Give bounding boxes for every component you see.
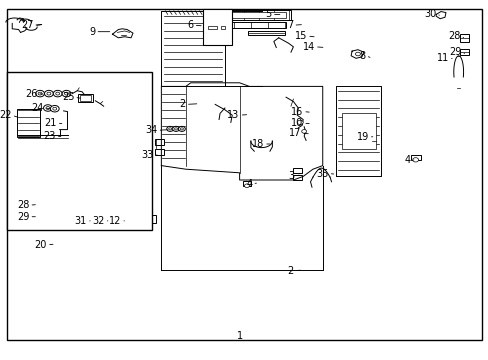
Text: 9: 9 (89, 27, 95, 37)
Circle shape (166, 126, 173, 131)
Circle shape (46, 107, 50, 109)
Bar (459, 34, 468, 42)
Text: 10: 10 (290, 118, 303, 128)
Text: 19: 19 (356, 132, 368, 142)
Bar (232, 12, 285, 18)
Text: 2: 2 (179, 99, 185, 109)
Circle shape (47, 92, 51, 95)
Bar (105, 215, 114, 222)
Bar (220, 26, 225, 29)
Text: 7: 7 (286, 20, 293, 30)
Text: 4: 4 (245, 179, 252, 189)
Circle shape (355, 52, 360, 56)
Bar (154, 139, 164, 145)
Text: 15: 15 (294, 31, 306, 41)
Text: 6: 6 (187, 20, 193, 30)
Text: 29: 29 (17, 212, 29, 222)
Text: 16: 16 (290, 107, 303, 117)
Text: 23: 23 (43, 131, 56, 141)
Bar (80, 95, 91, 101)
Bar (154, 149, 164, 155)
Bar (227, 10, 290, 20)
Text: 1: 1 (236, 330, 242, 341)
Circle shape (62, 90, 71, 97)
Circle shape (64, 92, 68, 95)
Text: 3: 3 (287, 171, 294, 181)
Text: 35: 35 (316, 168, 328, 179)
Bar (459, 49, 468, 55)
Text: 34: 34 (145, 125, 157, 135)
Text: 2: 2 (286, 266, 293, 276)
Text: 20: 20 (35, 240, 47, 250)
Bar (78, 94, 93, 102)
Text: 14: 14 (302, 42, 314, 52)
Circle shape (174, 128, 177, 130)
Bar (119, 215, 127, 223)
Bar (32, 213, 42, 220)
Text: 4: 4 (404, 155, 410, 165)
Text: 24: 24 (32, 103, 44, 113)
Text: 28: 28 (17, 200, 29, 210)
Bar (242, 181, 251, 186)
Bar (128, 215, 136, 223)
Circle shape (172, 126, 179, 131)
Text: 12: 12 (109, 216, 121, 226)
Circle shape (168, 128, 171, 130)
Bar (207, 26, 216, 29)
Circle shape (50, 105, 59, 112)
Text: 17: 17 (288, 128, 301, 138)
Circle shape (44, 90, 53, 97)
Text: 31: 31 (75, 216, 87, 226)
Bar (147, 215, 155, 223)
Circle shape (43, 105, 52, 111)
Text: 28: 28 (447, 31, 460, 41)
Text: 32: 32 (92, 216, 104, 226)
Bar (7, 72, 151, 230)
Text: 27: 27 (20, 20, 33, 30)
Text: 11: 11 (436, 53, 448, 63)
Circle shape (297, 120, 303, 125)
Text: 21: 21 (44, 118, 57, 128)
Bar (138, 215, 146, 223)
Text: 26: 26 (25, 89, 37, 99)
Text: 25: 25 (61, 92, 74, 102)
Bar (292, 175, 301, 180)
Bar (342, 113, 375, 149)
Circle shape (38, 92, 42, 95)
Circle shape (412, 158, 418, 162)
Text: 5: 5 (265, 9, 271, 19)
Circle shape (180, 128, 183, 130)
Bar (232, 22, 285, 28)
Circle shape (53, 107, 57, 110)
Bar (203, 9, 232, 45)
Bar (410, 155, 420, 160)
Circle shape (36, 90, 44, 97)
Text: 29: 29 (448, 47, 461, 57)
Bar (88, 215, 97, 223)
Text: 18: 18 (251, 139, 264, 149)
Text: 33: 33 (141, 150, 153, 160)
Bar (17, 109, 40, 137)
Circle shape (53, 90, 62, 97)
Text: 13: 13 (227, 110, 239, 120)
Text: 22: 22 (0, 110, 12, 120)
Bar (248, 31, 284, 35)
Text: 8: 8 (359, 51, 365, 61)
Bar (33, 201, 43, 208)
Circle shape (244, 184, 249, 188)
Circle shape (56, 92, 60, 95)
Circle shape (301, 130, 306, 133)
Circle shape (178, 126, 185, 131)
Text: 30: 30 (423, 9, 435, 19)
Bar (292, 168, 301, 173)
